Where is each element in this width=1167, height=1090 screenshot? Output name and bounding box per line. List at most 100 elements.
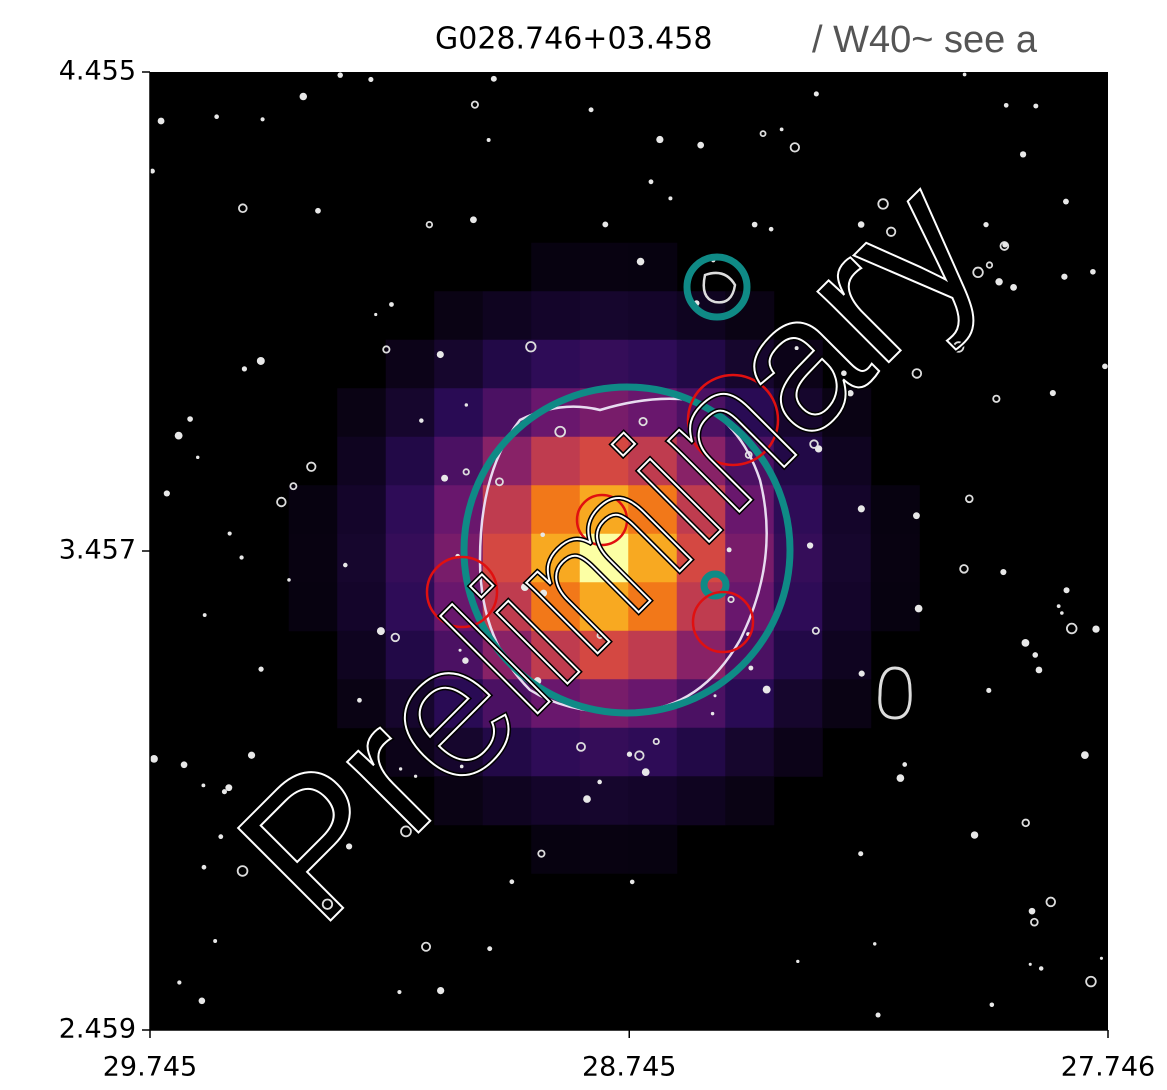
star xyxy=(714,694,717,697)
star xyxy=(213,939,217,943)
star xyxy=(1102,363,1108,369)
heat-pixel xyxy=(628,243,677,292)
heat-pixel xyxy=(531,340,580,389)
star xyxy=(602,222,608,228)
heat-pixel xyxy=(677,776,726,825)
heat-pixel xyxy=(289,582,338,631)
star xyxy=(748,666,753,671)
star xyxy=(177,980,181,984)
star xyxy=(1064,587,1070,593)
star xyxy=(1100,957,1103,960)
chart-subtitle: / W40~ see a xyxy=(812,19,1038,61)
y-tick-label: 4.455 xyxy=(59,56,136,87)
star xyxy=(858,851,863,856)
star xyxy=(583,795,591,803)
x-tick-label: 28.745 xyxy=(582,1052,676,1083)
star xyxy=(1020,151,1026,157)
page: G028.746+03.458 / W40~ see a Preliminary… xyxy=(0,0,1167,1090)
star xyxy=(1004,103,1009,108)
star xyxy=(752,222,758,228)
heat-pixel xyxy=(822,679,871,728)
heat-pixel xyxy=(337,388,386,437)
star xyxy=(202,865,207,870)
star xyxy=(300,93,307,100)
heat-pixel xyxy=(822,534,871,583)
star xyxy=(1090,269,1096,275)
star xyxy=(1032,652,1038,658)
star xyxy=(419,418,423,422)
heat-pixel xyxy=(386,485,435,534)
star xyxy=(915,605,923,613)
star xyxy=(642,768,650,776)
star xyxy=(287,578,291,582)
heat-pixel xyxy=(822,582,871,631)
star xyxy=(199,998,206,1005)
heat-pixel xyxy=(434,291,483,340)
star xyxy=(1029,908,1036,915)
heat-pixel xyxy=(531,243,580,292)
star xyxy=(902,762,907,767)
star xyxy=(187,416,193,422)
star xyxy=(1036,667,1043,674)
heat-pixel xyxy=(580,825,629,874)
star xyxy=(637,258,645,266)
star xyxy=(873,942,876,945)
star xyxy=(1061,274,1067,280)
star xyxy=(181,761,188,768)
star xyxy=(897,774,905,782)
star xyxy=(1092,625,1099,632)
star xyxy=(196,456,199,459)
star xyxy=(201,783,205,787)
y-tick-label: 2.459 xyxy=(59,1014,136,1045)
chart-title: G028.746+03.458 xyxy=(435,22,712,57)
star xyxy=(470,216,477,223)
star xyxy=(1000,569,1006,575)
heat-pixel xyxy=(628,825,677,874)
heat-pixel xyxy=(386,388,435,437)
star xyxy=(164,490,170,496)
star xyxy=(257,357,265,365)
star xyxy=(697,142,704,149)
star xyxy=(150,755,158,763)
star xyxy=(397,990,401,994)
heat-pixel xyxy=(386,340,435,389)
star xyxy=(509,879,514,884)
heat-pixel xyxy=(677,728,726,777)
star xyxy=(465,403,468,406)
star xyxy=(1033,104,1038,109)
heat-pixel xyxy=(871,534,920,583)
star xyxy=(769,227,774,232)
star xyxy=(203,613,207,617)
star xyxy=(630,880,635,885)
star xyxy=(711,712,714,715)
heat-pixel xyxy=(677,631,726,680)
x-tick-label: 29.745 xyxy=(103,1052,197,1083)
star xyxy=(986,688,991,693)
star xyxy=(374,313,377,316)
heat-pixel xyxy=(628,776,677,825)
star xyxy=(597,780,602,785)
star xyxy=(807,542,813,548)
star xyxy=(437,987,444,994)
heat-pixel xyxy=(289,534,338,583)
heat-pixel xyxy=(871,582,920,631)
star xyxy=(649,179,654,184)
heat-pixel xyxy=(434,340,483,389)
heat-pixel xyxy=(580,728,629,777)
star xyxy=(487,138,491,142)
heat-pixel xyxy=(725,728,774,777)
heat-pixel xyxy=(725,776,774,825)
heat-pixel xyxy=(871,485,920,534)
star xyxy=(668,196,672,200)
heat-pixel xyxy=(386,437,435,486)
star xyxy=(343,563,348,568)
star xyxy=(441,475,448,482)
heat-pixel xyxy=(580,243,629,292)
star xyxy=(491,76,497,82)
heat-pixel xyxy=(483,340,532,389)
star xyxy=(242,366,247,371)
star xyxy=(859,671,865,677)
heat-pixel xyxy=(337,582,386,631)
star xyxy=(1050,390,1056,396)
star xyxy=(1057,604,1061,608)
